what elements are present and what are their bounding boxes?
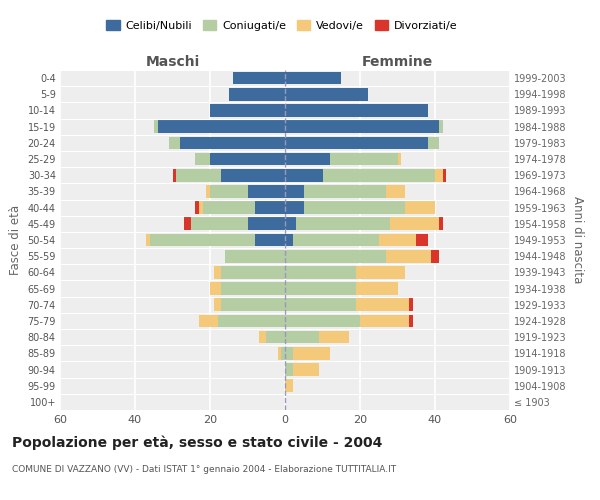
Bar — [259, 331, 266, 344]
Bar — [248, 185, 285, 198]
Bar — [431, 250, 439, 262]
Bar — [266, 331, 285, 344]
Text: Femmine: Femmine — [362, 55, 433, 69]
Bar — [229, 88, 285, 101]
Bar — [285, 120, 439, 133]
Bar — [356, 266, 405, 278]
Bar — [439, 120, 443, 133]
Bar — [214, 266, 221, 278]
Bar — [379, 234, 416, 246]
Bar — [285, 250, 386, 262]
Bar — [285, 331, 319, 344]
Bar — [386, 250, 431, 262]
Bar — [281, 347, 285, 360]
Bar — [330, 152, 398, 166]
Bar — [409, 298, 413, 311]
Bar — [405, 202, 435, 214]
Bar — [390, 218, 439, 230]
Bar — [356, 298, 409, 311]
Bar — [293, 347, 330, 360]
Bar — [285, 152, 330, 166]
Bar — [199, 314, 218, 328]
Bar — [154, 120, 157, 133]
Bar — [255, 202, 285, 214]
Bar — [277, 347, 281, 360]
Bar — [285, 104, 427, 117]
Bar — [285, 202, 304, 214]
Bar — [203, 202, 255, 214]
Bar — [427, 136, 439, 149]
Bar — [195, 202, 199, 214]
Bar — [443, 169, 446, 181]
Bar — [173, 169, 176, 181]
Bar — [293, 234, 379, 246]
Bar — [195, 152, 210, 166]
Bar — [199, 202, 203, 214]
Bar — [206, 185, 210, 198]
Bar — [285, 169, 323, 181]
Y-axis label: Fasce di età: Fasce di età — [9, 205, 22, 275]
Bar — [221, 298, 285, 311]
Bar — [304, 185, 386, 198]
Bar — [285, 298, 356, 311]
Bar — [169, 136, 180, 149]
Bar — [416, 234, 427, 246]
Bar — [176, 169, 221, 181]
Bar — [285, 72, 341, 85]
Bar — [210, 104, 285, 117]
Bar — [409, 314, 413, 328]
Bar — [285, 136, 427, 149]
Bar — [398, 152, 401, 166]
Bar — [180, 136, 285, 149]
Bar — [323, 169, 435, 181]
Bar — [285, 314, 360, 328]
Bar — [233, 72, 285, 85]
Bar — [210, 282, 221, 295]
Text: Popolazione per età, sesso e stato civile - 2004: Popolazione per età, sesso e stato civil… — [12, 435, 382, 450]
Bar — [293, 363, 319, 376]
Bar — [285, 282, 356, 295]
Bar — [304, 202, 405, 214]
Bar — [210, 185, 248, 198]
Bar — [285, 380, 293, 392]
Bar — [296, 218, 390, 230]
Bar — [386, 185, 405, 198]
Bar — [285, 266, 356, 278]
Y-axis label: Anni di nascita: Anni di nascita — [571, 196, 584, 284]
Bar — [225, 250, 285, 262]
Bar — [319, 331, 349, 344]
Text: Maschi: Maschi — [145, 55, 200, 69]
Bar — [184, 218, 191, 230]
Bar — [191, 218, 248, 230]
Bar — [435, 169, 443, 181]
Bar — [285, 234, 293, 246]
Bar — [356, 282, 398, 295]
Text: COMUNE DI VAZZANO (VV) - Dati ISTAT 1° gennaio 2004 - Elaborazione TUTTITALIA.IT: COMUNE DI VAZZANO (VV) - Dati ISTAT 1° g… — [12, 465, 396, 474]
Bar — [285, 185, 304, 198]
Bar — [214, 298, 221, 311]
Bar — [218, 314, 285, 328]
Bar — [221, 266, 285, 278]
Bar — [255, 234, 285, 246]
Legend: Celibi/Nubili, Coniugati/e, Vedovi/e, Divorziati/e: Celibi/Nubili, Coniugati/e, Vedovi/e, Di… — [102, 16, 462, 35]
Bar — [146, 234, 150, 246]
Bar — [285, 88, 367, 101]
Bar — [360, 314, 409, 328]
Bar — [439, 218, 443, 230]
Bar — [221, 282, 285, 295]
Bar — [285, 347, 293, 360]
Bar — [285, 363, 293, 376]
Bar — [221, 169, 285, 181]
Bar — [157, 120, 285, 133]
Bar — [210, 152, 285, 166]
Bar — [248, 218, 285, 230]
Bar — [150, 234, 255, 246]
Bar — [285, 218, 296, 230]
